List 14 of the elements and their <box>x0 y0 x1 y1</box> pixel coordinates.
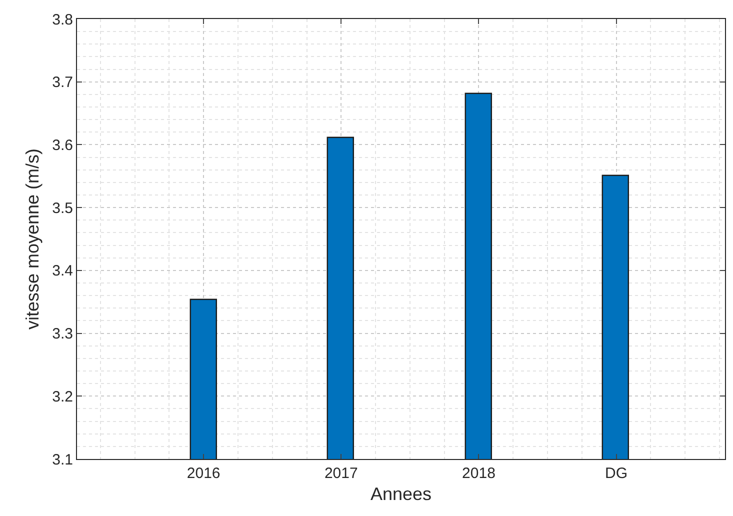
y-tick-label: 3.8 <box>52 11 73 28</box>
x-axis-title: Annees <box>370 484 432 504</box>
y-tick-label: 3.6 <box>52 136 73 154</box>
x-tick-label: 2016 <box>186 465 220 482</box>
x-tick-label: 2018 <box>462 465 496 482</box>
y-tick-label: 3.3 <box>52 326 73 343</box>
y-tick-label: 3.5 <box>52 200 73 217</box>
x-tick-label: 2017 <box>324 465 358 482</box>
y-tick-label: 3.2 <box>52 388 73 406</box>
y-tick-label: 3.1 <box>52 451 73 468</box>
y-tick-label: 3.4 <box>52 262 73 280</box>
y-tick-label: 3.7 <box>52 74 73 92</box>
x-tick-label: DG <box>605 465 628 482</box>
y-axis-title: vitesse moyenne (m/s) <box>22 148 42 330</box>
